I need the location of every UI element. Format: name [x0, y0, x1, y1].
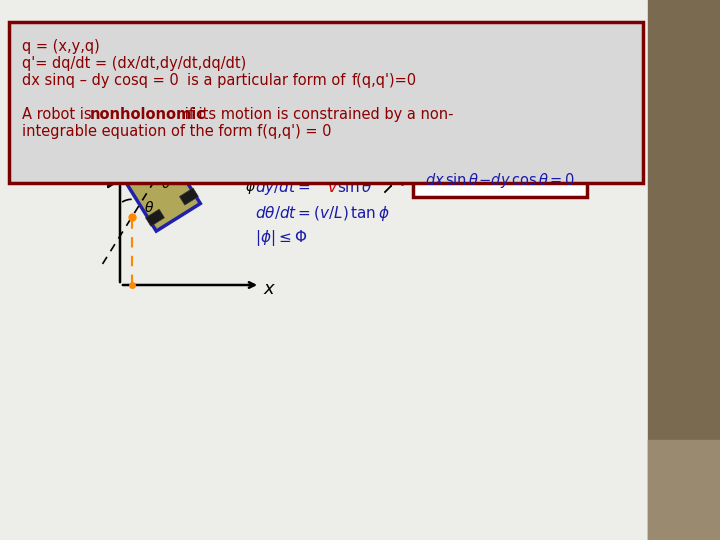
Text: if its motion is constrained by a non-: if its motion is constrained by a non- — [180, 107, 454, 122]
Text: q'= dq/dt = (dx/dt,dy/dt,dq/dt): q'= dq/dt = (dx/dt,dy/dt,dq/dt) — [22, 56, 246, 71]
Text: dx sinq – dy cosq = 0: dx sinq – dy cosq = 0 — [22, 73, 179, 88]
Text: $dy/dt = $: $dy/dt = $ — [255, 178, 310, 197]
Text: $\theta$: $\theta$ — [161, 176, 171, 191]
Bar — [179, 188, 198, 205]
Text: $v$: $v$ — [327, 160, 338, 175]
Text: $\phi$: $\phi$ — [245, 178, 256, 196]
Bar — [648, 0, 720, 540]
Text: is a particular form of: is a particular form of — [187, 73, 346, 88]
Text: q = (x,y,q): q = (x,y,q) — [22, 39, 100, 54]
Text: $dx/dt = $: $dx/dt = $ — [255, 158, 310, 175]
Text: $d\theta/dt = (v/L)\,\tan\phi$: $d\theta/dt = (v/L)\,\tan\phi$ — [255, 204, 390, 223]
Text: $x$: $x$ — [263, 280, 276, 298]
Text: $L$: $L$ — [109, 137, 118, 152]
Bar — [145, 210, 164, 226]
Text: $\theta$: $\theta$ — [144, 200, 154, 215]
Text: $|\phi| \leq \Phi$: $|\phi| \leq \Phi$ — [255, 228, 307, 248]
Bar — [109, 129, 200, 231]
Text: f(q,q')=0: f(q,q')=0 — [352, 73, 417, 88]
Text: integrable equation of the form f(q,q') = 0: integrable equation of the form f(q,q') … — [22, 124, 331, 139]
Text: Example: Car-Like Robot: Example: Car-Like Robot — [28, 28, 487, 62]
Text: nonholonomic: nonholonomic — [90, 107, 206, 122]
Text: $\sin\theta$: $\sin\theta$ — [337, 179, 372, 195]
Bar — [112, 155, 130, 172]
Text: A robot is: A robot is — [22, 107, 96, 122]
FancyBboxPatch shape — [9, 22, 643, 183]
FancyBboxPatch shape — [413, 163, 587, 197]
Text: $\phi$: $\phi$ — [189, 107, 199, 126]
Bar — [648, 440, 720, 540]
Text: $v$: $v$ — [327, 180, 338, 195]
Text: $y$: $y$ — [109, 134, 122, 152]
Text: $dx\,\sin\theta\!-\!dy\,\cos\theta = 0$: $dx\,\sin\theta\!-\!dy\,\cos\theta = 0$ — [425, 171, 575, 190]
Bar — [145, 134, 164, 151]
Text: $\cos\theta$: $\cos\theta$ — [337, 159, 376, 175]
